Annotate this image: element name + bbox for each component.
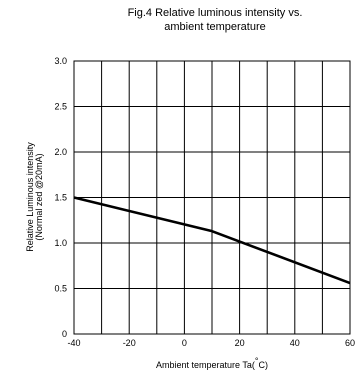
series-line — [73, 196, 351, 285]
y-tick-label: 2.0 — [54, 147, 67, 157]
y-tick-label: 1.0 — [54, 238, 67, 248]
x-axis-label-unit: C) — [258, 360, 269, 370]
x-tick-label: 20 — [235, 338, 245, 348]
grid-lines — [73, 60, 351, 335]
x-tick-label: 60 — [345, 338, 355, 348]
y-tick-label: 1.5 — [54, 193, 67, 203]
x-tick-label: -40 — [67, 338, 80, 348]
x-axis-label-degree: ° — [254, 356, 259, 366]
y-tick-label: 3.0 — [54, 56, 67, 66]
x-tick-label: -20 — [123, 338, 136, 348]
plot-frame — [73, 60, 351, 335]
y-axis-label: Relative Luminous intensity (Normal zed … — [25, 102, 44, 292]
x-axis-label-text: Ambient temperature Ta( — [156, 360, 255, 370]
x-tick-label: 0 — [182, 338, 187, 348]
chart-title-line-2: ambient temperature — [164, 21, 266, 33]
tick-labels: -40 -20 0 20 40 60 0 0.5 1.0 1.5 2.0 2.5 3.0 — [54, 56, 355, 348]
y-tick-label: 0.5 — [54, 284, 67, 294]
x-tick-label: 40 — [290, 338, 300, 348]
x-axis-label: Ambient temperature Ta(°C) — [74, 355, 350, 371]
y-tick-label: 2.5 — [54, 102, 67, 112]
chart-title-line-1: Fig.4 Relative luminous intensity vs. — [127, 7, 303, 19]
y-axis-label-line-2: (Normal zed @20mA) — [34, 153, 44, 241]
y-tick-label: 0 — [62, 329, 67, 339]
series-lines — [73, 196, 351, 285]
